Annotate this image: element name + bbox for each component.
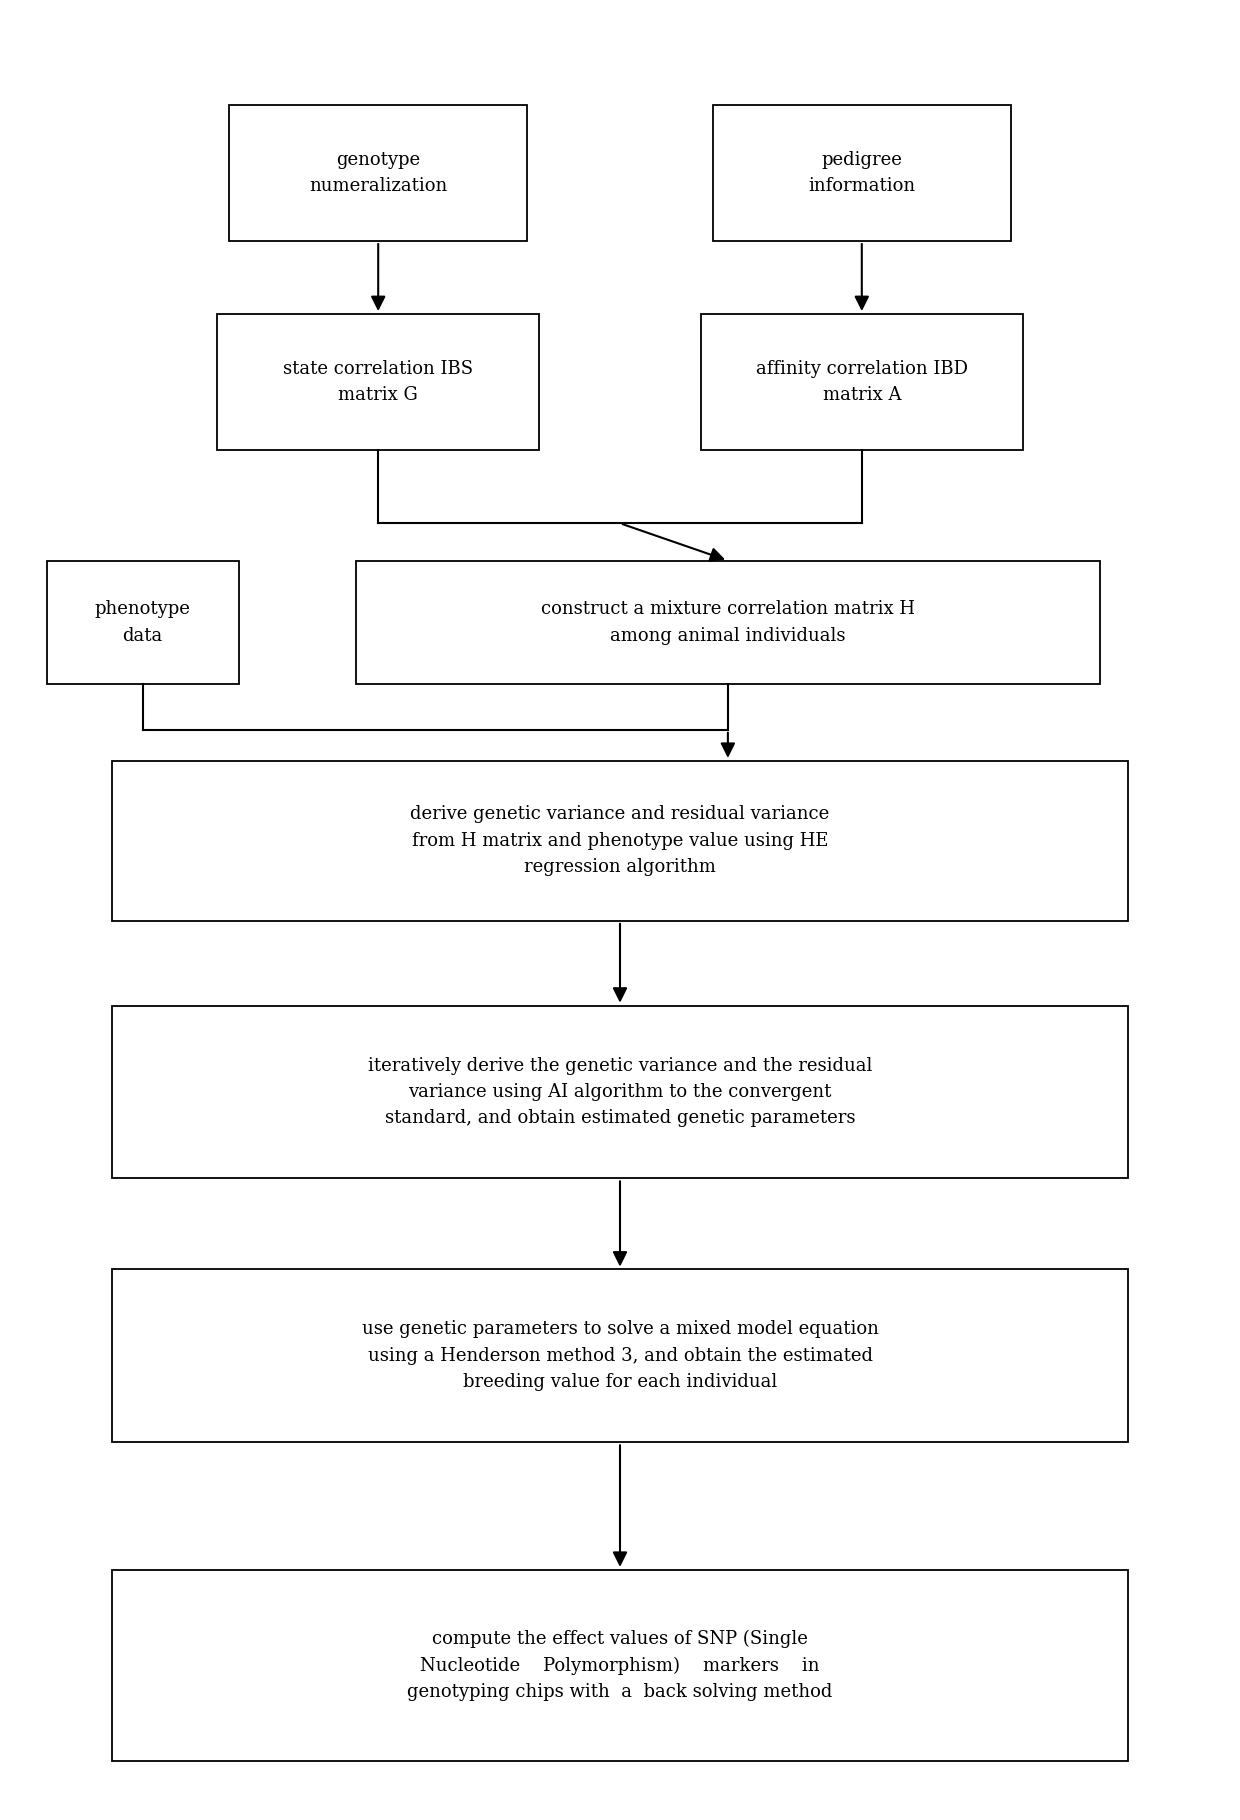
FancyBboxPatch shape — [47, 561, 238, 684]
FancyBboxPatch shape — [217, 313, 539, 450]
Text: construct a mixture correlation matrix H
among animal individuals: construct a mixture correlation matrix H… — [541, 601, 915, 644]
Text: use genetic parameters to solve a mixed model equation
using a Henderson method : use genetic parameters to solve a mixed … — [362, 1321, 878, 1390]
Text: compute the effect values of SNP (Single
Nucleotide    Polymorphism)    markers : compute the effect values of SNP (Single… — [407, 1629, 833, 1702]
FancyBboxPatch shape — [112, 1270, 1128, 1441]
Text: phenotype
data: phenotype data — [94, 601, 191, 644]
FancyBboxPatch shape — [356, 561, 1100, 684]
FancyBboxPatch shape — [112, 1005, 1128, 1179]
FancyBboxPatch shape — [229, 104, 527, 240]
FancyBboxPatch shape — [112, 761, 1128, 921]
FancyBboxPatch shape — [701, 313, 1023, 450]
Text: pedigree
information: pedigree information — [808, 151, 915, 195]
Text: genotype
numeralization: genotype numeralization — [309, 151, 448, 195]
FancyBboxPatch shape — [713, 104, 1011, 240]
Text: affinity correlation IBD
matrix A: affinity correlation IBD matrix A — [756, 360, 967, 404]
Text: derive genetic variance and residual variance
from H matrix and phenotype value : derive genetic variance and residual var… — [410, 806, 830, 875]
Text: state correlation IBS
matrix G: state correlation IBS matrix G — [283, 360, 474, 404]
FancyBboxPatch shape — [112, 1569, 1128, 1762]
Text: iteratively derive the genetic variance and the residual
variance using AI algor: iteratively derive the genetic variance … — [368, 1057, 872, 1127]
